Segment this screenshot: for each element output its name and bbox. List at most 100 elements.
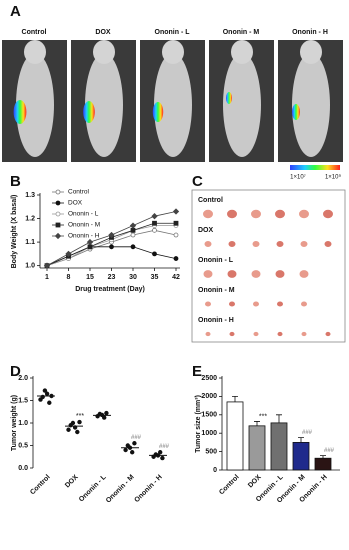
tumor <box>205 301 211 307</box>
tumor <box>253 331 259 337</box>
x-tick-label: 8 <box>67 274 71 281</box>
group-label: Ononin - M <box>223 29 260 36</box>
marker <box>55 200 61 206</box>
x-tick-label: 23 <box>108 274 116 281</box>
tumor <box>203 209 213 219</box>
y-tick-label: 2500 <box>201 375 217 382</box>
marker <box>152 227 157 233</box>
marker <box>86 238 94 246</box>
legend-label: DOX <box>68 200 83 207</box>
group-label: Ononin - H <box>198 317 234 324</box>
mouse-body <box>16 53 54 157</box>
scale-max: 1×10⁹ <box>325 174 342 181</box>
x-tick-label: Control <box>29 474 52 497</box>
group-label: Control <box>22 29 47 36</box>
bar <box>270 422 288 471</box>
group-label: Ononin - L <box>198 257 234 264</box>
tumor <box>229 331 235 337</box>
y-tick-label: 1.1 <box>25 239 35 246</box>
x-axis-title: Drug treatment (Day) <box>75 286 145 293</box>
dot <box>160 455 165 461</box>
marker <box>55 222 61 228</box>
dot <box>132 441 137 446</box>
y-tick-label: 2.0 <box>18 375 28 382</box>
mouse-body <box>85 53 123 157</box>
dot <box>158 450 163 455</box>
legend-label: Ononin - H <box>68 233 100 240</box>
panel-letter: D <box>10 363 21 380</box>
dot <box>47 400 52 405</box>
tumor <box>275 270 285 278</box>
marker <box>173 256 179 261</box>
marker <box>129 222 137 229</box>
marker <box>130 232 136 238</box>
x-tick-label: Control <box>218 474 241 497</box>
marker <box>173 232 179 238</box>
y-tick-label: 500 <box>205 448 217 455</box>
marker <box>172 208 180 215</box>
marker <box>152 220 157 226</box>
marker <box>87 244 93 250</box>
significance: ### <box>159 444 170 450</box>
y-tick-label: 2000 <box>201 393 217 400</box>
marker <box>130 227 136 233</box>
x-tick-label: 30 <box>129 274 137 281</box>
x-tick-label: DOX <box>64 474 80 490</box>
y-tick-label: 1.3 <box>25 192 35 199</box>
tumor <box>299 209 309 219</box>
group-label: DOX <box>95 29 111 36</box>
significance: ### <box>131 435 142 441</box>
panel-letter: A <box>10 3 21 20</box>
tumor <box>228 241 236 247</box>
marker <box>55 211 61 217</box>
dot <box>44 391 50 396</box>
mouse-head <box>93 40 115 64</box>
significance: ### <box>324 448 335 454</box>
significance: ### <box>302 430 313 436</box>
x-tick-label: 42 <box>172 274 180 281</box>
x-tick-label: 1 <box>45 274 49 281</box>
y-tick-label: 0.5 <box>18 442 28 449</box>
y-tick-label: 1500 <box>201 412 217 419</box>
dot <box>40 394 45 400</box>
tumor <box>229 301 235 307</box>
signal <box>292 104 300 120</box>
dot <box>104 410 109 416</box>
tumor <box>324 241 332 247</box>
error-bar <box>298 437 304 443</box>
signal <box>13 100 27 124</box>
significance: *** <box>259 413 267 420</box>
marker <box>152 251 157 257</box>
group-label: Ononin - H <box>292 29 328 36</box>
x-tick-label: 15 <box>86 274 94 281</box>
x-tick-label: Ononin - L <box>78 473 108 503</box>
dot <box>42 388 48 393</box>
marker <box>108 231 115 239</box>
dot <box>102 415 107 420</box>
tumor <box>275 209 285 219</box>
legend-label: Ononin - M <box>68 222 100 229</box>
y-axis-title: Body Weight (X basal) <box>11 195 18 269</box>
marker <box>109 244 114 250</box>
x-tick-label: Ononin - H <box>133 474 163 504</box>
x-tick-label: 35 <box>151 274 159 281</box>
y-tick-label: 1.5 <box>18 397 28 404</box>
signal <box>83 101 95 123</box>
mouse-body <box>223 53 261 157</box>
y-axis-title: Tumor size (mm³) <box>195 395 202 453</box>
marker <box>65 250 72 258</box>
group-label: Ononin - L <box>155 29 191 36</box>
tumor <box>203 270 213 278</box>
significance: *** <box>76 413 84 420</box>
group-label: Control <box>198 197 223 204</box>
tumor <box>301 301 307 307</box>
dot <box>70 420 76 426</box>
bar <box>292 441 310 471</box>
marker <box>130 244 136 250</box>
tumor <box>299 270 309 278</box>
y-tick-label: 1.0 <box>25 262 35 269</box>
legend-label: Ononin - L <box>68 211 99 218</box>
dot <box>77 419 82 425</box>
tumor <box>300 241 308 247</box>
